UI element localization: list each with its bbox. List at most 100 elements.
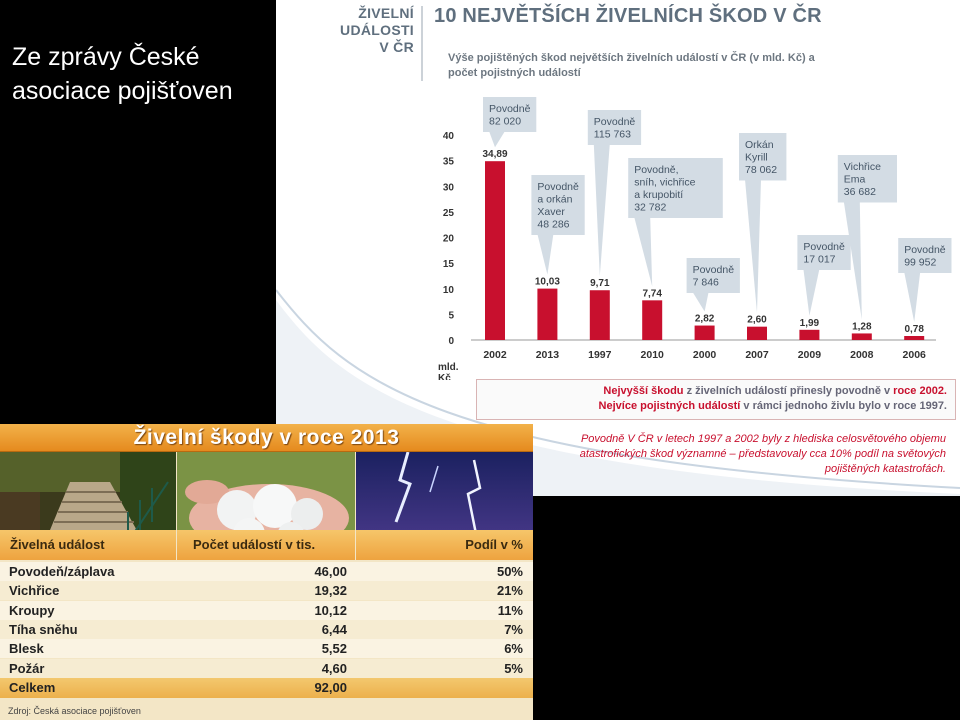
y-tick-label: 25 — [443, 208, 455, 219]
x-tick-label: 1997 — [588, 349, 612, 361]
table-row: Kroupy 10,12 11% — [0, 600, 533, 620]
callout-text: 36 682 — [844, 186, 876, 198]
share-cell: 7% — [504, 621, 523, 637]
x-tick-label: 2008 — [850, 349, 874, 361]
y-tick-label: 30 — [443, 182, 455, 193]
callout-box — [483, 97, 537, 132]
y-tick-label: 20 — [443, 234, 455, 245]
event-cell: Blesk — [9, 641, 44, 657]
bar-value-label: 34,89 — [482, 149, 507, 160]
event-cell: Povodeň/záplava — [9, 564, 115, 579]
callout-box — [898, 238, 952, 273]
y-tick-label: 35 — [443, 157, 455, 168]
table-row: Požár 4,60 5% — [0, 658, 533, 678]
event-cell: Celkem — [9, 679, 56, 695]
table-row: Povodeň/záplava 46,00 50% — [0, 562, 533, 581]
callout-text: 32 782 — [634, 202, 666, 214]
callout-box — [587, 110, 642, 145]
count-cell: 19,32 — [314, 583, 347, 599]
footnote-line: atastrofických škod významné – představo… — [579, 448, 946, 460]
bar-value-label: 9,71 — [590, 278, 610, 289]
table-source: Zdroj: Česká asociace pojišťoven — [8, 706, 141, 716]
footnote-line: pojištěných katastrofách. — [824, 463, 946, 475]
y-tick-label: 0 — [448, 336, 454, 347]
x-tick-label: 2009 — [798, 349, 822, 361]
callout-pointer — [593, 144, 610, 277]
callout-text: Povodně — [904, 244, 946, 256]
callout-text: Xaver — [537, 206, 565, 218]
share-cell: 5% — [504, 660, 523, 676]
callout-box — [628, 158, 723, 218]
callout-pointer — [843, 201, 862, 320]
event-cell: Tíha sněhu — [9, 621, 78, 637]
callout-pointer — [634, 217, 653, 287]
callout-pointer — [803, 269, 820, 316]
x-tick-label: 2010 — [641, 349, 665, 361]
count-cell: 10,12 — [314, 602, 347, 618]
bar-value-label: 1,99 — [800, 318, 820, 329]
share-cell: 6% — [504, 641, 523, 657]
table-banner: Živelní škody v roce 2013 — [0, 424, 533, 452]
bar — [694, 325, 715, 340]
share-cell: 11% — [497, 602, 523, 618]
note-line-1: Nejvyšší škodu z živelních událostí přin… — [603, 385, 947, 397]
table-panel: Živelní škody v roce 2013 — [0, 424, 533, 720]
note-text: v rámci jednoho živlu bylo v roce 1997. — [740, 400, 947, 412]
y-axis-label: mld. — [438, 362, 459, 373]
category-label-line: UDÁLOSTI — [340, 22, 414, 38]
bar — [851, 333, 872, 340]
callout-text: 99 952 — [904, 257, 936, 269]
callout-text: sníh, vichřice — [634, 177, 695, 189]
bar-value-label: 7,74 — [642, 288, 662, 299]
footnote-line: Povodně V ČR v letech 1997 a 2002 byly z… — [580, 433, 946, 445]
count-cell: 46,00 — [314, 564, 347, 579]
callout-box — [797, 235, 851, 270]
callout-text: 78 062 — [745, 164, 777, 176]
callout-text: 48 286 — [537, 219, 569, 231]
note-text: z živelních událostí přinesly povodně v — [683, 385, 894, 397]
category-label-line: ŽIVELNÍ — [358, 5, 414, 21]
table-title: Živelní škody v roce 2013 — [133, 426, 400, 449]
bar — [537, 288, 558, 340]
callout-text: Povodně — [537, 181, 579, 193]
callout-text: a krupobití — [634, 189, 683, 201]
count-cell: 6,44 — [321, 621, 347, 637]
bar — [904, 336, 925, 340]
callout-text: Povodně, — [634, 164, 678, 176]
table-row: Tíha sněhu 6,44 7% — [0, 619, 533, 639]
chart-subtitle: Výše pojištěných škod největších živelní… — [448, 51, 888, 81]
share-cell: 50% — [496, 564, 523, 579]
infographic-panel: ŽIVELNÍ UDÁLOSTI V ČR 10 NEJVĚTŠÍCH ŽIVE… — [276, 0, 960, 496]
callout-text: 17 017 — [803, 254, 835, 266]
header-count: Počet událostí v tis. — [177, 530, 355, 560]
bar-value-label: 0,78 — [904, 324, 924, 335]
y-axis-label: Kč — [438, 373, 451, 380]
category-divider — [421, 6, 423, 81]
chart-title: 10 NEJVĚTŠÍCH ŽIVELNÍCH ŠKOD V ČR — [434, 5, 822, 27]
x-tick-label: 2002 — [483, 349, 507, 361]
callout-pointer — [692, 292, 709, 312]
x-tick-label: 2013 — [536, 349, 560, 361]
callout-text: Kyrill — [745, 152, 768, 164]
count-cell: 5,52 — [321, 641, 347, 657]
callout-pointer — [904, 272, 921, 323]
callout-text: 82 020 — [489, 116, 521, 128]
footnote: Povodně V ČR v letech 1997 a 2002 byly z… — [534, 432, 946, 477]
table-row: Vichřice 19,32 21% — [0, 581, 533, 601]
x-tick-label: 2006 — [903, 349, 927, 361]
bar — [589, 290, 610, 340]
y-tick-label: 40 — [443, 131, 455, 142]
event-cell: Kroupy — [9, 602, 55, 618]
count-cell: 92,00 — [314, 679, 347, 695]
y-tick-label: 10 — [443, 285, 455, 296]
note-line-2: Nejvíce pojistných událostí v rámci jedn… — [599, 400, 947, 412]
callout-text: Ema — [844, 174, 866, 186]
x-tick-label: 2007 — [745, 349, 769, 361]
note-highlight: Nejvyšší škodu — [603, 385, 684, 397]
bar — [642, 300, 663, 340]
event-cell: Požár — [9, 660, 45, 676]
callout-text: Povodně — [693, 264, 735, 276]
bar-value-label: 10,03 — [535, 277, 560, 288]
event-cell: Vichřice — [9, 583, 60, 599]
